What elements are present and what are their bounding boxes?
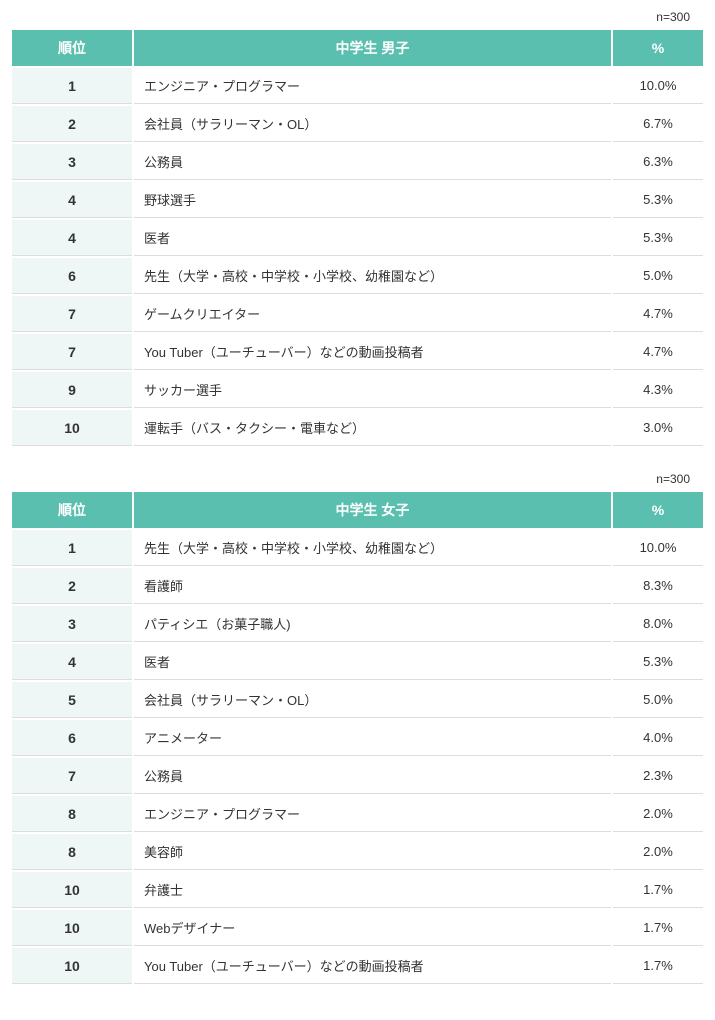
percent-cell: 2.3% (613, 758, 703, 794)
occupation-cell: 公務員 (134, 144, 611, 180)
occupation-cell: 先生（大学・高校・中学校・小学校、幼稚園など） (134, 530, 611, 566)
rank-cell: 9 (12, 372, 132, 408)
table-row: 1エンジニア・プログラマー10.0% (12, 68, 703, 104)
occupation-cell: Webデザイナー (134, 910, 611, 946)
rank-cell: 10 (12, 948, 132, 984)
percent-cell: 4.7% (613, 296, 703, 332)
occupation-cell: You Tuber（ユーチューバー）などの動画投稿者 (134, 948, 611, 984)
rank-cell: 5 (12, 682, 132, 718)
percent-cell: 6.3% (613, 144, 703, 180)
table-row: 8美容師2.0% (12, 834, 703, 870)
percent-cell: 5.0% (613, 258, 703, 294)
occupation-cell: You Tuber（ユーチューバー）などの動画投稿者 (134, 334, 611, 370)
sample-size-label: n=300 (10, 472, 705, 490)
rank-cell: 3 (12, 144, 132, 180)
column-header-percent: % (613, 492, 703, 528)
percent-cell: 4.7% (613, 334, 703, 370)
rank-cell: 4 (12, 644, 132, 680)
occupation-cell: 野球選手 (134, 182, 611, 218)
rank-cell: 2 (12, 106, 132, 142)
occupation-cell: 看護師 (134, 568, 611, 604)
table-row: 3公務員6.3% (12, 144, 703, 180)
ranking-table: 順位中学生 女子%1先生（大学・高校・中学校・小学校、幼稚園など）10.0%2看… (10, 490, 705, 986)
rank-cell: 6 (12, 720, 132, 756)
column-header-rank: 順位 (12, 492, 132, 528)
table-row: 4医者5.3% (12, 644, 703, 680)
table-row: 2看護師8.3% (12, 568, 703, 604)
occupation-cell: 運転手（バス・タクシー・電車など） (134, 410, 611, 446)
rank-cell: 4 (12, 220, 132, 256)
occupation-cell: サッカー選手 (134, 372, 611, 408)
column-header-percent: % (613, 30, 703, 66)
table-row: 3パティシエ（お菓子職人)8.0% (12, 606, 703, 642)
rank-cell: 10 (12, 910, 132, 946)
percent-cell: 6.7% (613, 106, 703, 142)
table-row: 2会社員（サラリーマン・OL）6.7% (12, 106, 703, 142)
occupation-cell: 会社員（サラリーマン・OL） (134, 106, 611, 142)
rank-cell: 2 (12, 568, 132, 604)
percent-cell: 5.0% (613, 682, 703, 718)
occupation-cell: 美容師 (134, 834, 611, 870)
rank-cell: 3 (12, 606, 132, 642)
occupation-cell: 公務員 (134, 758, 611, 794)
column-header-rank: 順位 (12, 30, 132, 66)
percent-cell: 1.7% (613, 948, 703, 984)
table-row: 7公務員2.3% (12, 758, 703, 794)
rank-cell: 7 (12, 334, 132, 370)
rank-cell: 1 (12, 530, 132, 566)
occupation-cell: 先生（大学・高校・中学校・小学校、幼稚園など） (134, 258, 611, 294)
table-row: 10弁護士1.7% (12, 872, 703, 908)
column-header-title: 中学生 男子 (134, 30, 611, 66)
rank-cell: 10 (12, 872, 132, 908)
column-header-title: 中学生 女子 (134, 492, 611, 528)
percent-cell: 1.7% (613, 910, 703, 946)
percent-cell: 4.3% (613, 372, 703, 408)
table-row: 7ゲームクリエイター4.7% (12, 296, 703, 332)
percent-cell: 10.0% (613, 68, 703, 104)
table-row: 8エンジニア・プログラマー2.0% (12, 796, 703, 832)
percent-cell: 2.0% (613, 796, 703, 832)
percent-cell: 8.3% (613, 568, 703, 604)
table-row: 7You Tuber（ユーチューバー）などの動画投稿者4.7% (12, 334, 703, 370)
percent-cell: 5.3% (613, 220, 703, 256)
rank-cell: 8 (12, 834, 132, 870)
table-row: 5会社員（サラリーマン・OL）5.0% (12, 682, 703, 718)
occupation-cell: エンジニア・プログラマー (134, 68, 611, 104)
percent-cell: 10.0% (613, 530, 703, 566)
table-row: 1先生（大学・高校・中学校・小学校、幼稚園など）10.0% (12, 530, 703, 566)
table-row: 4医者5.3% (12, 220, 703, 256)
rank-cell: 7 (12, 296, 132, 332)
rank-cell: 8 (12, 796, 132, 832)
table-row: 6アニメーター4.0% (12, 720, 703, 756)
table-row: 10運転手（バス・タクシー・電車など）3.0% (12, 410, 703, 446)
percent-cell: 4.0% (613, 720, 703, 756)
table-row: 10Webデザイナー1.7% (12, 910, 703, 946)
rank-cell: 6 (12, 258, 132, 294)
rank-cell: 1 (12, 68, 132, 104)
rank-cell: 4 (12, 182, 132, 218)
percent-cell: 2.0% (613, 834, 703, 870)
occupation-cell: ゲームクリエイター (134, 296, 611, 332)
ranking-tables-container: n=300順位中学生 男子%1エンジニア・プログラマー10.0%2会社員（サラリ… (10, 10, 705, 986)
percent-cell: 3.0% (613, 410, 703, 446)
occupation-cell: エンジニア・プログラマー (134, 796, 611, 832)
table-row: 10You Tuber（ユーチューバー）などの動画投稿者1.7% (12, 948, 703, 984)
percent-cell: 1.7% (613, 872, 703, 908)
sample-size-label: n=300 (10, 10, 705, 28)
occupation-cell: アニメーター (134, 720, 611, 756)
table-row: 9サッカー選手4.3% (12, 372, 703, 408)
percent-cell: 5.3% (613, 644, 703, 680)
percent-cell: 8.0% (613, 606, 703, 642)
rank-cell: 7 (12, 758, 132, 794)
occupation-cell: 医者 (134, 220, 611, 256)
occupation-cell: 会社員（サラリーマン・OL） (134, 682, 611, 718)
occupation-cell: 医者 (134, 644, 611, 680)
ranking-table: 順位中学生 男子%1エンジニア・プログラマー10.0%2会社員（サラリーマン・O… (10, 28, 705, 448)
table-row: 6先生（大学・高校・中学校・小学校、幼稚園など）5.0% (12, 258, 703, 294)
rank-cell: 10 (12, 410, 132, 446)
table-row: 4野球選手5.3% (12, 182, 703, 218)
occupation-cell: 弁護士 (134, 872, 611, 908)
percent-cell: 5.3% (613, 182, 703, 218)
occupation-cell: パティシエ（お菓子職人) (134, 606, 611, 642)
